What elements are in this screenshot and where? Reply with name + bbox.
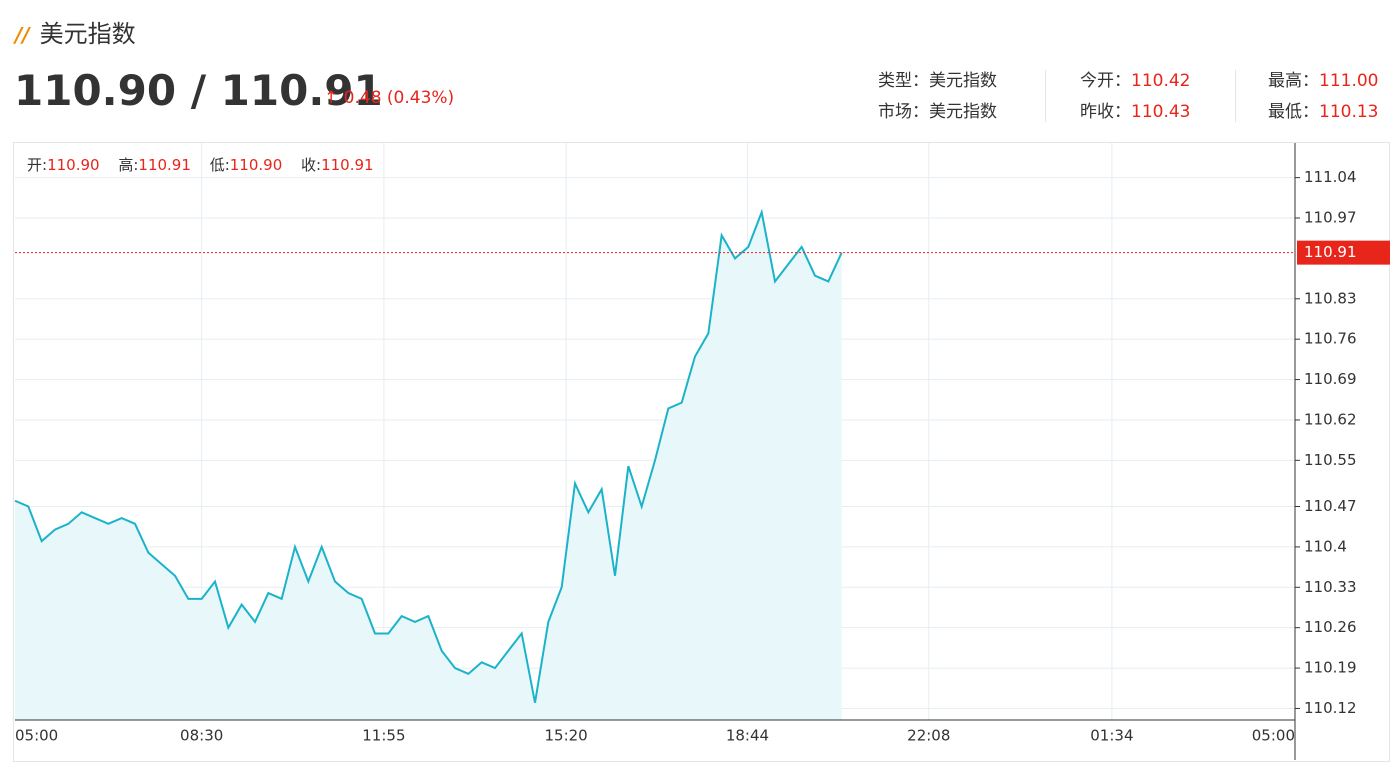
change-text: 0.48 (0.43%) (343, 88, 455, 108)
x-tick-label: 15:20 (544, 727, 587, 745)
ohlc-value: 110.90 (229, 156, 283, 174)
info-value: 110.13 (1319, 102, 1379, 122)
separator (1045, 70, 1046, 122)
y-tick-label: 110.83 (1304, 289, 1357, 307)
x-tick-label: 01:34 (1090, 727, 1133, 745)
x-tick-label: 11:55 (362, 727, 405, 745)
y-tick-label: 110.12 (1304, 699, 1357, 717)
x-tick-label: 18:44 (726, 727, 769, 745)
title-text: 美元指数 (39, 20, 136, 48)
y-tick-label: 110.76 (1304, 330, 1357, 348)
info-value: 110.43 (1131, 102, 1191, 122)
current-box (1297, 240, 1390, 265)
area (15, 212, 842, 721)
y-tick-label: 110.62 (1304, 410, 1357, 428)
y-tick-label: 110.69 (1304, 370, 1357, 388)
chart-frame (13, 142, 1390, 762)
y-tick-label: 110.47 (1304, 497, 1357, 515)
ohlc-label: 低: (209, 156, 230, 174)
x-tick-label: 08:30 (180, 727, 223, 745)
ohlc-value: 110.91 (321, 156, 374, 174)
info-label: 最低： (1268, 102, 1319, 122)
ohlc-label: 收: (301, 156, 322, 174)
info-label: 最高： (1268, 71, 1319, 91)
price: 110.90 / 110.91 (14, 66, 383, 115)
y-tick-label: 110.19 (1304, 659, 1357, 677)
info-value: 美元指数 (929, 102, 997, 122)
change: ↑ 0.48 (0.43%) (324, 88, 455, 108)
ohlc-label: 开: (27, 156, 48, 174)
info-label: 今开： (1080, 71, 1131, 91)
line (14, 208, 843, 703)
info-value: 美元指数 (929, 71, 997, 91)
ohlc-value: 110.90 (47, 156, 100, 174)
x-tick-label: 05:00 (15, 727, 58, 745)
y-tick-label: 110.97 (1304, 209, 1357, 227)
info-label: 市场： (878, 102, 929, 122)
header-title: //美元指数 (15, 20, 136, 48)
y-tick-label: 110.55 (1304, 451, 1357, 469)
info-value: 110.42 (1131, 71, 1191, 91)
x-tick-label: 22:08 (907, 727, 950, 745)
info-col: 类型：美元指数 市场：美元指数 (878, 66, 997, 128)
current-label: 110.91 (1304, 243, 1357, 261)
ohlc-label: 高: (118, 156, 139, 174)
y-tick-label: 110.33 (1304, 578, 1357, 596)
y-tick-label: 111.04 (1304, 168, 1357, 186)
info-col: 今开：110.42 昨收：110.43 (1080, 66, 1190, 128)
x-tick-label: 05:00 (1252, 727, 1295, 745)
y-tick-label: 110.4 (1304, 537, 1347, 555)
info-col: 最高：111.00 最低：110.13 (1268, 66, 1378, 128)
info-label: 类型： (878, 71, 929, 91)
info-value: 111.00 (1319, 71, 1379, 91)
y-tick-label: 110.26 (1304, 618, 1357, 636)
separator (1235, 70, 1236, 122)
ohlc-legend: 开:110.90 高:110.91 低:110.90 收:110.91 (27, 154, 388, 175)
ohlc-value: 110.91 (138, 156, 191, 174)
info-label: 昨收： (1080, 102, 1131, 122)
